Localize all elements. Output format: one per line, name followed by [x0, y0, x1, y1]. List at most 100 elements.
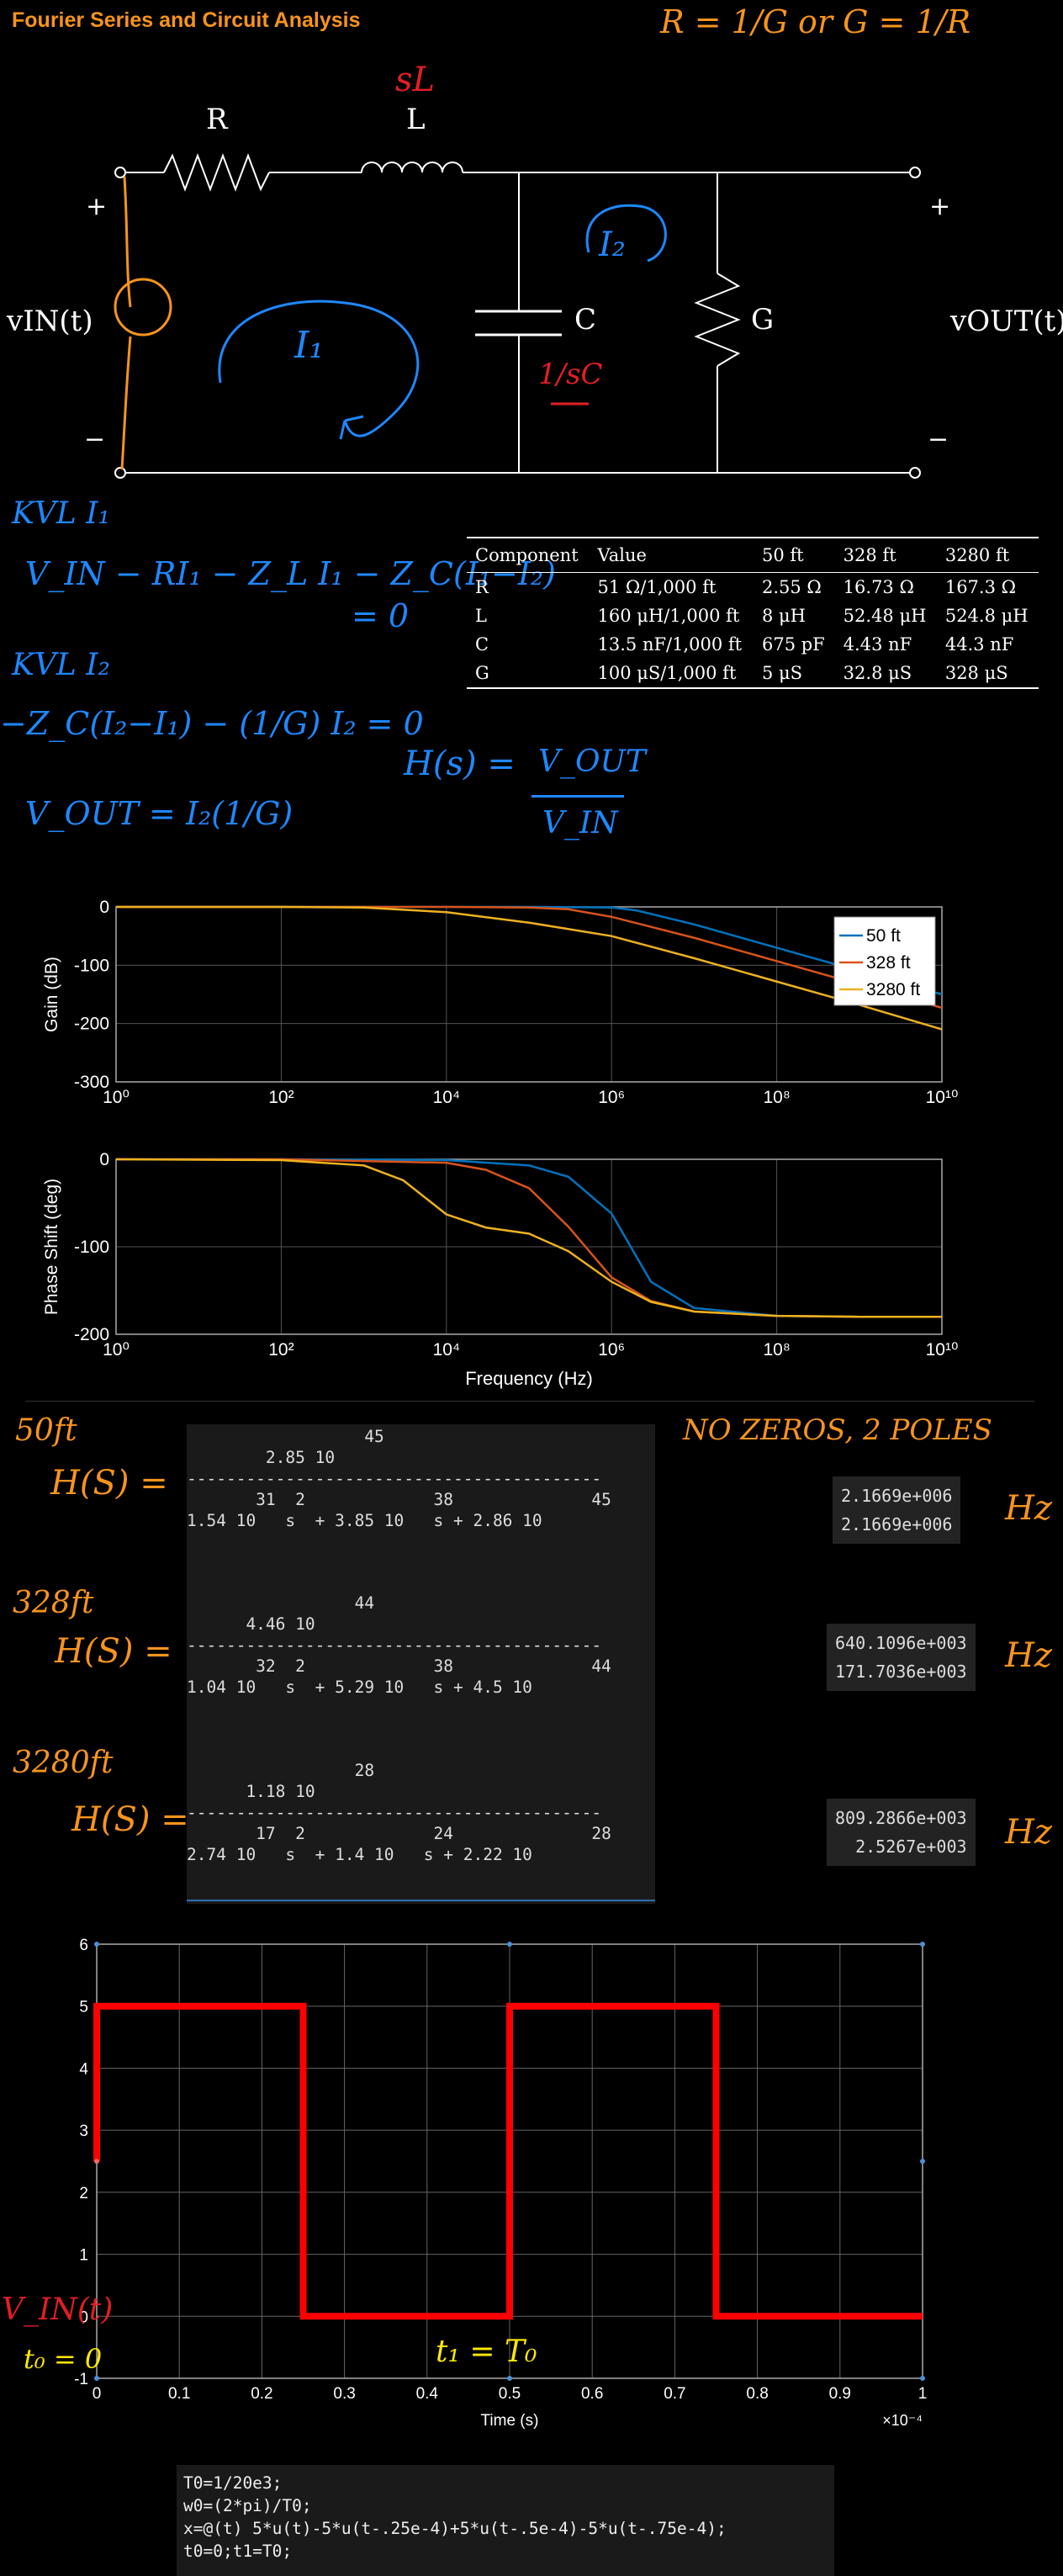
table-cell: G [467, 659, 590, 689]
axis-marker-point [94, 1942, 99, 1947]
phase-chart: 10⁰ 10² 10⁴ 10⁶ 10⁸ 10¹⁰ 0 -100 -200 Phase Shift … [42, 1150, 958, 1389]
x-tick-label: 0.6 [581, 2385, 603, 2403]
hz-label-50ft: Hz [1005, 1489, 1052, 1528]
series-line [93, 2002, 923, 2320]
axis-marker-point [507, 1942, 512, 1947]
table-row: R 51 Ω/1,000 ft 2.55 Ω 16.73 Ω 167.3 Ω [467, 573, 1039, 602]
table-row: L 160 μH/1,000 ft 8 μH 52.48 μH 524.8 μH [467, 602, 1039, 630]
no-zeros-note: NO ZEROS, 2 POLES [683, 1413, 992, 1447]
table-header: 3280 ft [936, 537, 1039, 573]
table-cell: L [475, 606, 487, 626]
x-axis-label: Frequency (Hz) [465, 1368, 593, 1389]
x-tick-label: 10⁴ [433, 1088, 460, 1107]
table-cell: 100 μS/1,000 ft [589, 659, 754, 689]
table-cell: 5 μS [753, 659, 835, 689]
x-axis-label: Time (s) [481, 2412, 539, 2430]
y-tick-label: 0 [99, 898, 109, 917]
h-eq-bar [532, 795, 624, 798]
y-tick-label: 1 [79, 2247, 88, 2265]
hs-label-328ft: H(S) = [55, 1632, 172, 1671]
x-tick-label: 10⁴ [433, 1340, 460, 1360]
legend-box [833, 916, 936, 1006]
x-tick-label: 0.1 [168, 2385, 190, 2403]
plot-frame [115, 1158, 943, 1335]
x-tick-label: 0.9 [829, 2385, 851, 2403]
voltage-source-sketch [114, 176, 172, 470]
table-cell: 2.55 Ω [761, 577, 822, 597]
axis-marker-point [920, 1942, 925, 1947]
code-line: T0=1/20e3; [183, 2473, 283, 2493]
annotation-i1: I₁ [294, 324, 325, 367]
plus-left: + [86, 192, 108, 221]
t0-annotation: t₀ = 0 [24, 2343, 103, 2375]
poles-328ft: 640.1096e+003 171.7036e+003 [827, 1624, 976, 1691]
table-cell: 8 μH [761, 606, 806, 626]
x-tick-label: 10¹⁰ [926, 1088, 959, 1107]
transfer-function-328ft: 44 4.46 10 -----------------------------… [187, 1593, 655, 1698]
y-tick-label: -100 [74, 1238, 109, 1257]
x-tick-label: 10⁸ [763, 1088, 790, 1107]
series-line [116, 905, 943, 1031]
y-tick-label: 5 [79, 1999, 88, 2017]
table-cell: 167.3 Ω [944, 577, 1017, 597]
x-axis-multiplier: ×10⁻⁴ [882, 2412, 923, 2429]
axis-marker-point [920, 2376, 925, 2381]
minus-right: − [928, 425, 949, 454]
circuit-diagram [114, 153, 921, 479]
label-3280ft: 3280ft [13, 1746, 114, 1780]
table-cell: 44.3 nF [944, 634, 1014, 655]
axis-marker-point [94, 2376, 99, 2381]
x-tick-label: 0.3 [333, 2385, 355, 2403]
code-line: t0=0;t1=T0; [183, 2542, 293, 2561]
table-cell: R [475, 577, 489, 597]
annotation-one-over-sc: 1/sC [538, 358, 603, 391]
table-cell: 13.5 nF/1,000 ft [597, 634, 743, 655]
legend-entry: 328 ft [866, 953, 911, 973]
y-tick-label: 6 [79, 1937, 88, 1954]
table-header: Value [589, 537, 754, 573]
y-axis-label: Phase Shift (deg) [42, 1179, 61, 1315]
x-tick-label: 10⁰ [103, 1340, 130, 1360]
x-tick-label: 10⁸ [763, 1340, 790, 1360]
table-header: 328 ft [834, 537, 937, 573]
label-vin: vIN(t) [7, 305, 93, 338]
inductor-l [361, 162, 463, 173]
x-tick-label: 10² [268, 1088, 294, 1107]
axis-marker-point [920, 2159, 925, 2164]
x-tick-label: 0.2 [251, 2385, 272, 2403]
label-c: C [574, 303, 597, 337]
h-eq-num: V_OUT [538, 745, 646, 779]
plus-right: + [929, 192, 951, 221]
table-cell: 328 μS [936, 659, 1039, 689]
table-header: 50 ft [753, 537, 835, 573]
current-loop-sketches [218, 204, 667, 440]
transfer-function-50ft: 45 2.85 10 -----------------------------… [187, 1426, 655, 1531]
rc-note: R = 1/G or G = 1/R [660, 3, 971, 40]
kvl2-equation: −Z_C(I₂−I₁) − (1/G) I₂ = 0 [0, 705, 424, 742]
table-cell: 524.8 μH [944, 606, 1029, 626]
label-l: L [406, 103, 426, 136]
table-cell: 4.43 nF [843, 634, 912, 655]
y-tick-label: 2 [79, 2185, 88, 2202]
table-cell: 52.48 μH [843, 606, 927, 626]
label-g: G [751, 303, 775, 337]
page-title: Fourier Series and Circuit Analysis [12, 8, 361, 32]
y-tick-label: 0 [79, 2308, 88, 2326]
table-row: G 100 μS/1,000 ft 5 μS 32.8 μS 328 μS [467, 659, 1039, 689]
axis-marker-point [507, 2376, 512, 2381]
poles-50ft: 2.1669e+006 2.1669e+006 [833, 1476, 961, 1544]
table-cell: 32.8 μS [834, 659, 937, 689]
table-cell: C [475, 634, 489, 655]
table-cell: 160 μH/1,000 ft [597, 606, 740, 626]
kvl1-equation-end: = 0 [352, 597, 410, 634]
x-tick-label: 10⁶ [598, 1340, 625, 1360]
x-tick-label: 1 [918, 2385, 928, 2403]
h-eq-lhs: H(s) = [404, 745, 516, 783]
x-tick-label: 0.5 [499, 2385, 521, 2403]
kvl1-label: KVL I₁ [12, 496, 110, 531]
x-tick-label: 0.8 [746, 2385, 768, 2403]
y-tick-label: -300 [74, 1073, 109, 1092]
vin-t-annotation: V_IN(t) [2, 2292, 114, 2327]
label-vout: vOUT(t) [950, 305, 1063, 338]
y-tick-label: 3 [79, 2123, 88, 2140]
